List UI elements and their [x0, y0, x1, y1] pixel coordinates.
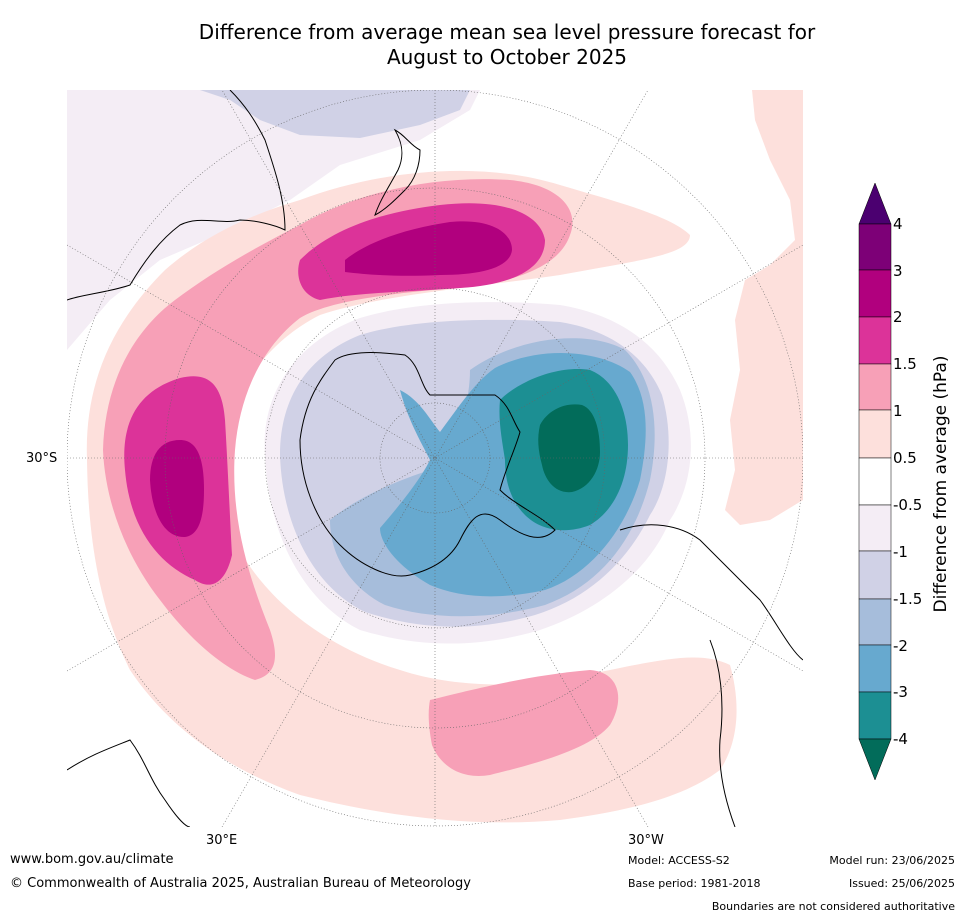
anomaly-neg-1-tasman: [200, 90, 470, 138]
colorbar-arrow-bottom: [858, 738, 892, 781]
label-30w: 30°W: [628, 833, 664, 848]
colorbar-arrow-top: [858, 182, 892, 225]
antarctica-coastline: [299, 352, 556, 577]
colorbar-tick-1: 1: [893, 402, 903, 420]
colorbar-tick-neg-0.5: -0.5: [893, 496, 923, 514]
colorbar-tick-0.5: 0.5: [893, 449, 917, 467]
meridian-line-30: [221, 90, 649, 827]
anomaly-pos-2-north: [345, 221, 512, 276]
anomaly-pos-1-south: [428, 670, 619, 776]
colorbar-band-1-1.5: [858, 363, 892, 411]
colorbar-tick-2: 2: [893, 308, 903, 326]
colorbar-tick-1.5: 1.5: [893, 355, 917, 373]
colorbar-tick-neg-1: -1: [893, 543, 908, 561]
colorbar-band-1.5-2: [858, 316, 892, 365]
disclaimer-text: Boundaries are not considered authoritat…: [711, 900, 955, 913]
colorbar-tick-3: 3: [893, 262, 903, 280]
model-text: Model: ACCESS-S2: [628, 854, 730, 867]
anomaly-pos-2-west: [150, 440, 204, 538]
colorbar-tick-neg-4: -4: [893, 730, 908, 748]
africa-coastline: [67, 739, 191, 827]
colorbar-band-neg-0.5-1: [858, 504, 892, 552]
new-zealand-coastline: [374, 128, 421, 216]
title-line-1: Difference from average mean sea level p…: [198, 20, 816, 44]
graticule-circle-3: [164, 187, 706, 729]
colorbar-tick-4: 4: [893, 215, 903, 233]
colorbar-band-2-3: [858, 269, 892, 318]
south-america-coastline: [619, 524, 803, 661]
title-line-2: August to October 2025: [386, 45, 628, 69]
meridian-line-120: [67, 244, 803, 672]
coastlines: [67, 90, 803, 827]
graticule: [67, 90, 803, 827]
colorbar-band-neg-1.5-2: [858, 598, 892, 646]
label-30s: 30°S: [26, 451, 58, 466]
meridian-line-60: [67, 244, 803, 672]
colorbar-tick-neg-1.5: -1.5: [893, 590, 923, 608]
map-title: Difference from average mean sea level p…: [0, 20, 965, 70]
model-run-text: Model run: 23/06/2025: [829, 854, 955, 867]
south-america-coastline-2: [709, 639, 736, 827]
colorbar: [858, 182, 892, 781]
issued-text: Issued: 25/06/2025: [848, 877, 955, 890]
colorbar-band-3-4: [858, 223, 892, 271]
colorbar-band-neg-2-3: [858, 644, 892, 693]
colorbar-band-neutral: [858, 457, 892, 506]
website-link[interactable]: www.bom.gov.au/climate: [10, 852, 174, 867]
label-30e: 30°E: [206, 833, 238, 848]
colorbar-band-0.5-1: [858, 409, 892, 459]
australia-coastline: [67, 90, 286, 301]
anomaly-neg-4-antarctic: [538, 404, 600, 493]
base-period-text: Base period: 1981-2018: [628, 877, 761, 890]
anomaly-neg-0.5-australia: [67, 90, 480, 350]
colorbar-tick-neg-2: -2: [893, 637, 908, 655]
anomaly-pos-0.5-east: [725, 90, 803, 525]
meridian-line-150: [221, 90, 649, 827]
pressure-anomaly-map: [67, 90, 803, 827]
colorbar-band-neg-3-4: [858, 691, 892, 740]
colorbar-tick-neg-3: -3: [893, 683, 908, 701]
colorbar-title: Difference from average (hPa): [931, 355, 951, 613]
copyright-text: © Commonwealth of Australia 2025, Austra…: [10, 876, 471, 891]
colorbar-band-neg-1-1.5: [858, 550, 892, 600]
